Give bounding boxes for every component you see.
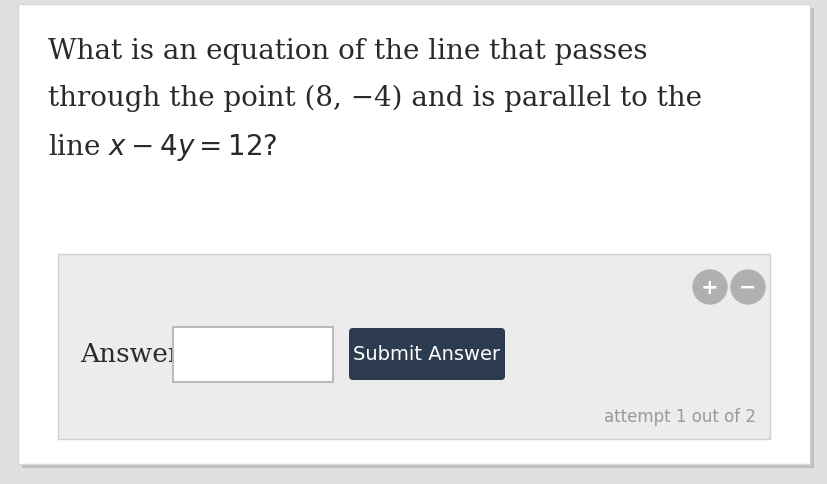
Circle shape bbox=[692, 271, 726, 304]
Text: +: + bbox=[700, 277, 718, 297]
Text: through the point (8, −4) and is parallel to the: through the point (8, −4) and is paralle… bbox=[48, 85, 701, 112]
Text: Answer:: Answer: bbox=[80, 342, 189, 367]
Text: Submit Answer: Submit Answer bbox=[353, 345, 500, 364]
FancyBboxPatch shape bbox=[348, 328, 504, 380]
FancyBboxPatch shape bbox=[58, 255, 769, 439]
Text: −: − bbox=[739, 277, 756, 297]
Text: attempt 1 out of 2: attempt 1 out of 2 bbox=[603, 407, 755, 425]
FancyBboxPatch shape bbox=[173, 327, 332, 382]
Text: What is an equation of the line that passes: What is an equation of the line that pas… bbox=[48, 38, 647, 65]
FancyBboxPatch shape bbox=[18, 5, 809, 464]
FancyBboxPatch shape bbox=[22, 9, 813, 468]
Text: line $x - 4y = 12?$: line $x - 4y = 12?$ bbox=[48, 132, 277, 163]
Circle shape bbox=[730, 271, 764, 304]
